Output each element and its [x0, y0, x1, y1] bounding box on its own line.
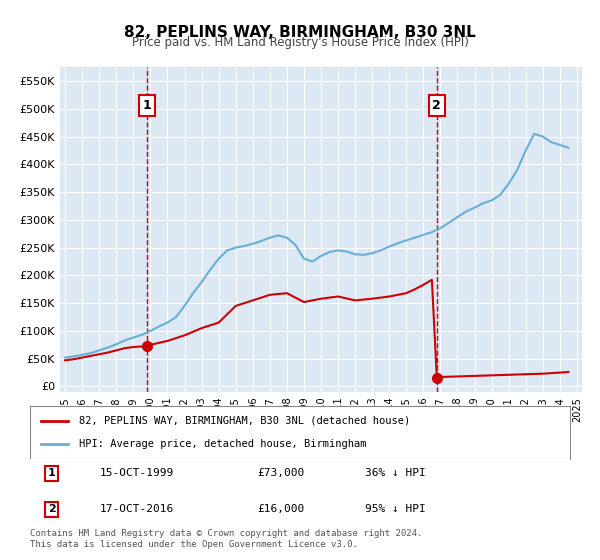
Text: 15-OCT-1999: 15-OCT-1999	[100, 468, 175, 478]
Text: £16,000: £16,000	[257, 505, 304, 515]
Text: 95% ↓ HPI: 95% ↓ HPI	[365, 505, 425, 515]
Text: 1: 1	[142, 99, 151, 112]
Text: Price paid vs. HM Land Registry's House Price Index (HPI): Price paid vs. HM Land Registry's House …	[131, 36, 469, 49]
Text: 2: 2	[433, 99, 441, 112]
Text: 82, PEPLINS WAY, BIRMINGHAM, B30 3NL (detached house): 82, PEPLINS WAY, BIRMINGHAM, B30 3NL (de…	[79, 416, 410, 426]
Text: £73,000: £73,000	[257, 468, 304, 478]
Text: 36% ↓ HPI: 36% ↓ HPI	[365, 468, 425, 478]
Text: 17-OCT-2016: 17-OCT-2016	[100, 505, 175, 515]
Text: HPI: Average price, detached house, Birmingham: HPI: Average price, detached house, Birm…	[79, 439, 366, 449]
Text: Contains HM Land Registry data © Crown copyright and database right 2024.
This d: Contains HM Land Registry data © Crown c…	[30, 529, 422, 549]
Text: 2: 2	[48, 505, 55, 515]
Text: 1: 1	[48, 468, 55, 478]
Text: 82, PEPLINS WAY, BIRMINGHAM, B30 3NL: 82, PEPLINS WAY, BIRMINGHAM, B30 3NL	[124, 25, 476, 40]
